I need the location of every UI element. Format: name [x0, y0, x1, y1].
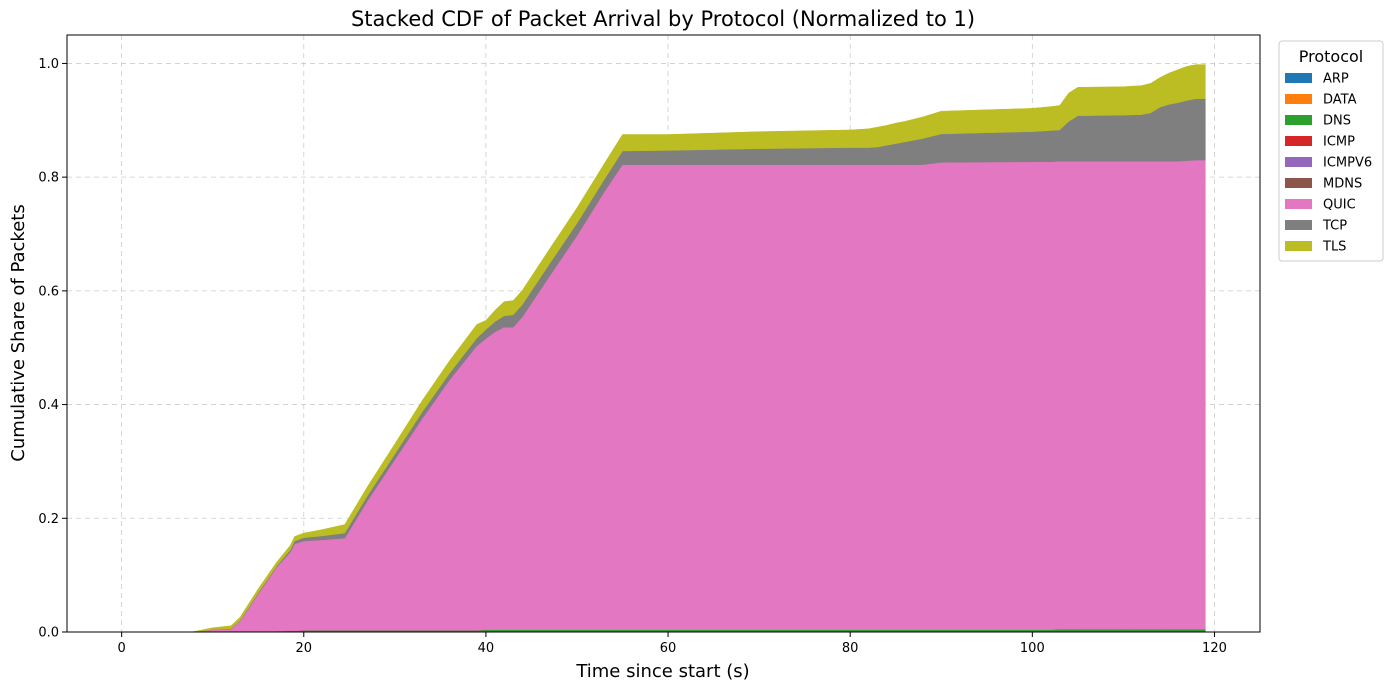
legend-items: ARP DATA DNS ICMP ICMPV6 MDNS QUIC TCP TLS [1285, 72, 1372, 255]
legend-swatch-icmp [1285, 136, 1312, 146]
legend-label-icmpv6: ICMPV6 [1323, 156, 1372, 171]
legend-label-mdns: MDNS [1323, 177, 1362, 192]
x-tick-label: 20 [296, 641, 313, 656]
legend-swatch-tls [1285, 241, 1312, 251]
legend-label-tls: TLS [1322, 240, 1346, 255]
y-axis: 0.0 0.2 0.4 0.6 0.8 1.0 [38, 57, 67, 641]
x-tick-label: 0 [118, 641, 126, 656]
legend-label-data: DATA [1323, 93, 1357, 108]
y-tick-label: 0.6 [38, 284, 59, 299]
legend-swatch-arp [1285, 73, 1312, 83]
legend-swatch-dns [1285, 115, 1312, 125]
x-tick-label: 120 [1202, 641, 1227, 656]
y-axis-label: Cumulative Share of Packets [8, 204, 29, 461]
legend-swatch-data [1285, 94, 1312, 104]
legend-swatch-mdns [1285, 178, 1312, 188]
y-tick-label: 0.0 [38, 626, 59, 641]
x-tick-label: 80 [842, 641, 859, 656]
legend-label-icmp: ICMP [1323, 135, 1355, 150]
x-axis-label: Time since start (s) [575, 661, 749, 682]
legend-label-tcp: TCP [1322, 219, 1347, 234]
y-tick-label: 0.8 [38, 171, 59, 186]
x-tick-label: 40 [478, 641, 495, 656]
legend-label-dns: DNS [1323, 114, 1351, 129]
y-tick-label: 1.0 [38, 57, 59, 72]
chart-title: Stacked CDF of Packet Arrival by Protoco… [351, 7, 975, 31]
legend-label-arp: ARP [1323, 72, 1349, 87]
legend-title: Protocol [1299, 47, 1363, 66]
area-tls [121, 64, 1206, 633]
area-layer [121, 64, 1206, 633]
x-tick-label: 60 [660, 641, 677, 656]
legend: Protocol ARP DATA DNS ICMP ICMPV6 MDNS QUIC TCP… [1278, 40, 1384, 262]
legend-label-quic: QUIC [1323, 198, 1356, 213]
legend-swatch-quic [1285, 199, 1312, 209]
plot-frame [66, 34, 1261, 633]
legend-swatch-tcp [1285, 220, 1312, 230]
x-axis: 0 20 40 60 80 100 120 [118, 632, 1227, 656]
x-tick-label: 100 [1020, 641, 1045, 656]
y-tick-label: 0.4 [38, 398, 59, 413]
area-quic [121, 159, 1206, 633]
y-tick-label: 0.2 [38, 512, 59, 527]
legend-swatch-icmpv6 [1285, 157, 1312, 167]
